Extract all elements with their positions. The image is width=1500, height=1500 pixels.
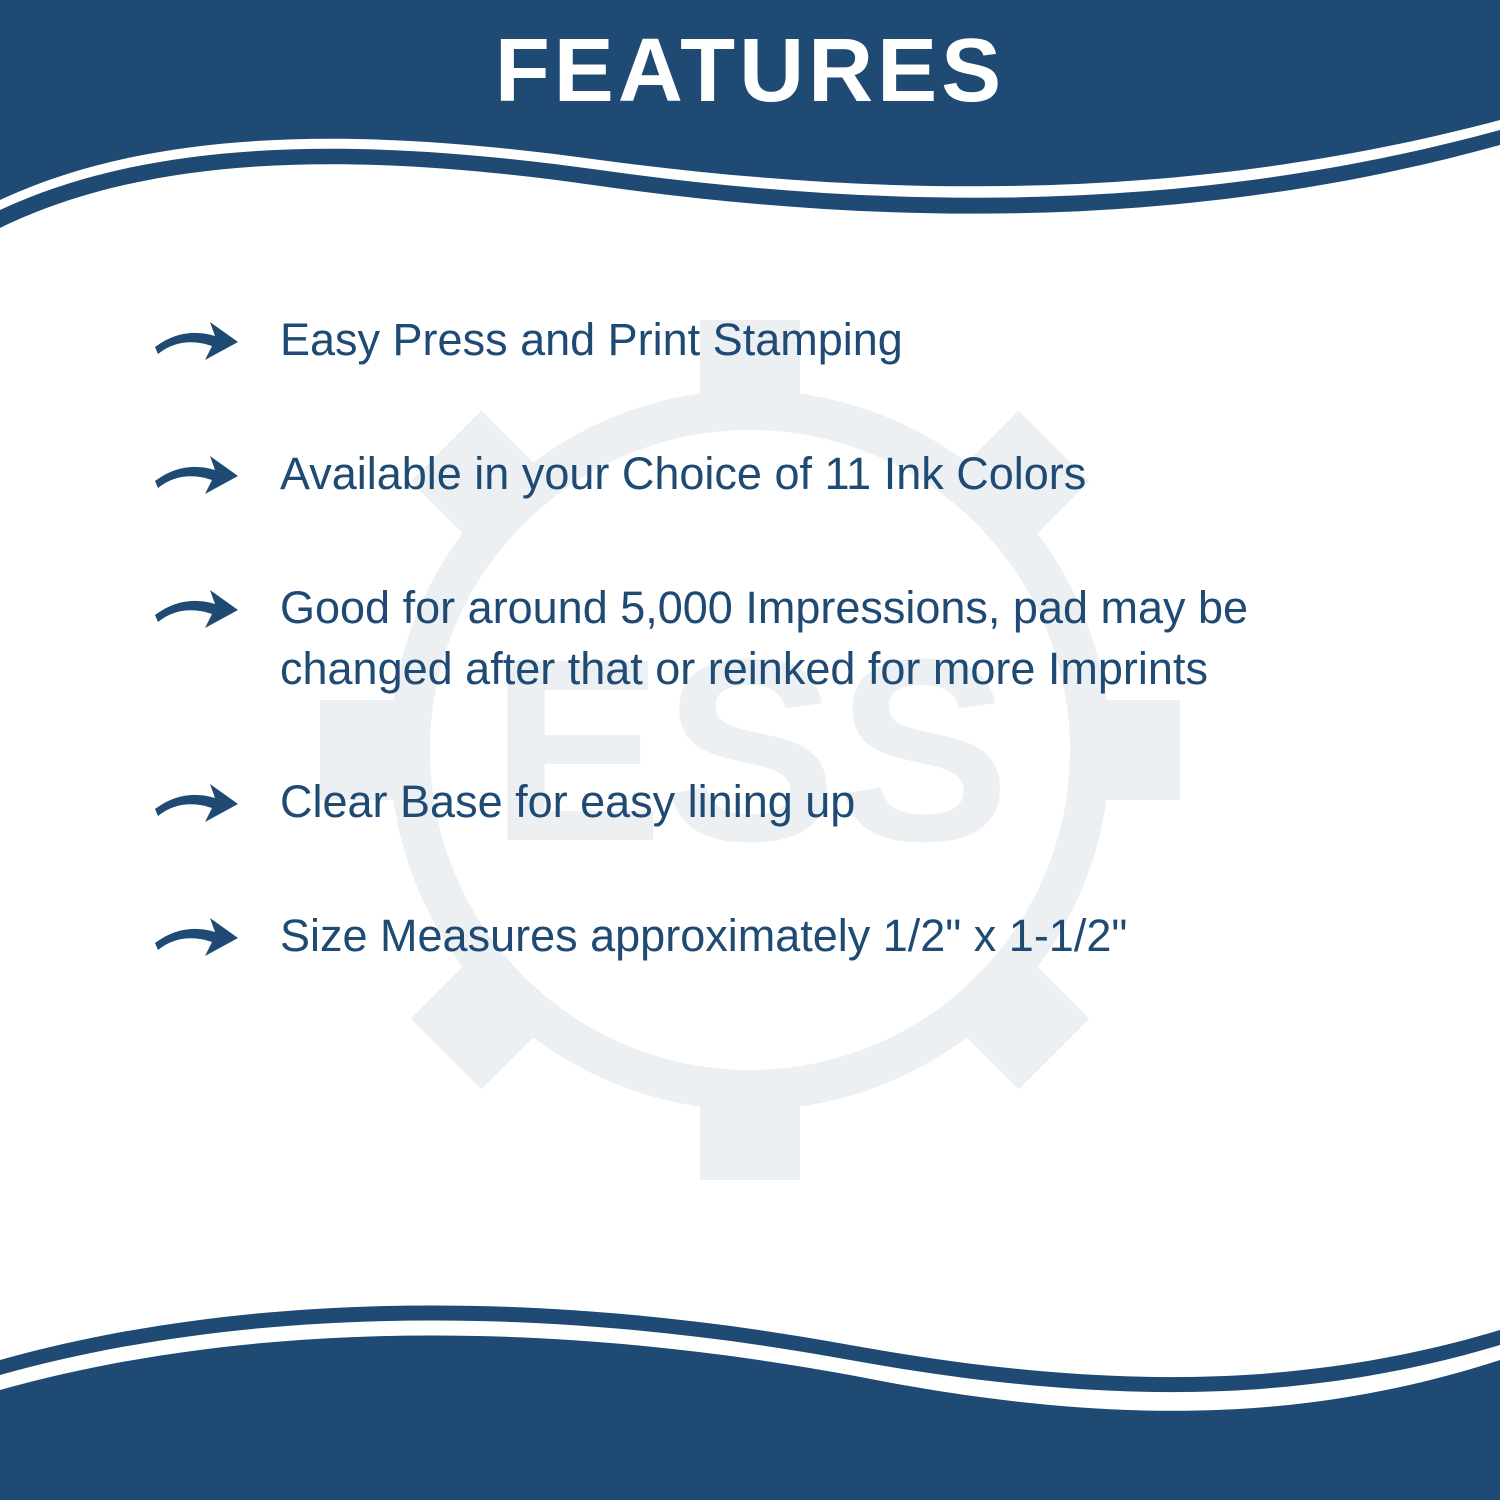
arrow-icon xyxy=(150,312,240,372)
feature-item: Easy Press and Print Stamping xyxy=(150,310,1410,372)
feature-text: Size Measures approximately 1/2" x 1-1/2… xyxy=(280,906,1127,967)
feature-text: Available in your Choice of 11 Ink Color… xyxy=(280,444,1086,505)
feature-item: Clear Base for easy lining up xyxy=(150,772,1410,834)
arrow-icon xyxy=(150,774,240,834)
feature-text: Good for around 5,000 Impressions, pad m… xyxy=(280,578,1410,700)
features-list: Easy Press and Print Stamping Available … xyxy=(150,310,1410,1040)
arrow-icon xyxy=(150,580,240,640)
feature-item: Size Measures approximately 1/2" x 1-1/2… xyxy=(150,906,1410,968)
feature-text: Easy Press and Print Stamping xyxy=(280,310,903,371)
page-title: FEATURES xyxy=(0,20,1500,123)
arrow-icon xyxy=(150,908,240,968)
feature-item: Available in your Choice of 11 Ink Color… xyxy=(150,444,1410,506)
feature-text: Clear Base for easy lining up xyxy=(280,772,855,833)
arrow-icon xyxy=(150,446,240,506)
feature-item: Good for around 5,000 Impressions, pad m… xyxy=(150,578,1410,700)
footer-wave xyxy=(0,1260,1500,1500)
